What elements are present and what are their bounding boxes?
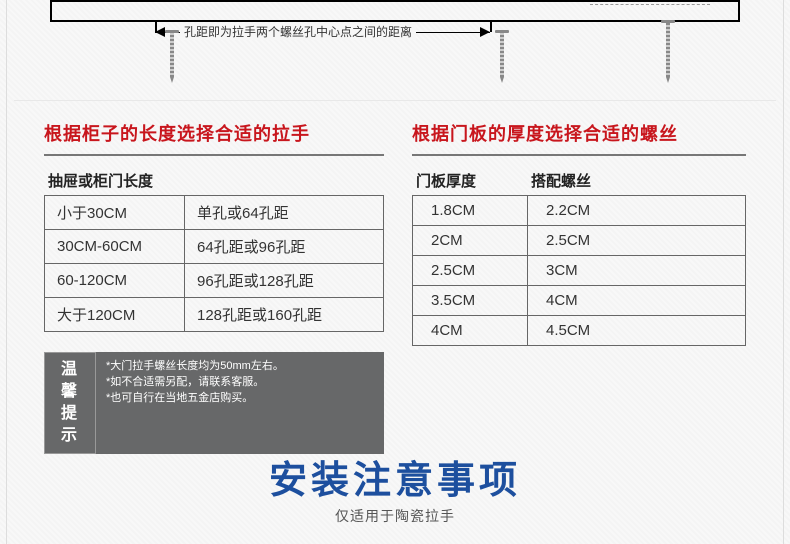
table-row: 4CM4.5CM (413, 316, 746, 346)
footer-main-title: 安装注意事项 (0, 449, 790, 504)
divider (14, 100, 776, 101)
table-row: 30CM-60CM64孔距或96孔距 (45, 230, 384, 264)
handle-length-table: 小于30CM单孔或64孔距 30CM-60CM64孔距或96孔距 60-120C… (44, 195, 384, 332)
screw-thickness-section: 根据门板的厚度选择合适的螺丝 门板厚度 搭配螺丝 1.8CM2.2CM 2CM2… (412, 120, 746, 454)
bracket-figure (580, 0, 720, 40)
table-header-screw: 门板厚度 搭配螺丝 (412, 170, 746, 191)
handle-length-section: 根据柜子的长度选择合适的拉手 抽屉或柜门长度 小于30CM单孔或64孔距 30C… (44, 120, 384, 454)
table-row: 3.5CM4CM (413, 286, 746, 316)
screw-icon (170, 30, 174, 85)
table-row: 2CM2.5CM (413, 226, 746, 256)
table-row: 2.5CM3CM (413, 256, 746, 286)
tip-text: *大门拉手螺丝长度均为50mm左右。 *如不合适需另配，请联系客服。 *也可自行… (96, 352, 384, 454)
tip-label: 温馨 提示 (44, 352, 96, 454)
hole-pitch-diagram: 孔距即为拉手两个螺丝孔中心点之间的距离 (20, 0, 770, 80)
table-row: 小于30CM单孔或64孔距 (45, 196, 384, 230)
tip-box: 温馨 提示 *大门拉手螺丝长度均为50mm左右。 *如不合适需另配，请联系客服。… (44, 352, 384, 454)
table-row: 1.8CM2.2CM (413, 196, 746, 226)
screw-thickness-table: 1.8CM2.2CM 2CM2.5CM 2.5CM3CM 3.5CM4CM 4C… (412, 195, 746, 346)
installation-notice-heading: 安装注意事项 仅适用于陶瓷拉手 (0, 449, 790, 526)
table-header-handle: 抽屉或柜门长度 (44, 170, 384, 191)
screw-icon (500, 30, 504, 85)
diagram-caption: 孔距即为拉手两个螺丝孔中心点之间的距离 (180, 23, 416, 40)
footer-subtitle: 仅适用于陶瓷拉手 (0, 506, 790, 526)
screw-icon (666, 20, 670, 75)
table-row: 60-120CM96孔距或128孔距 (45, 264, 384, 298)
section-title-screw: 根据门板的厚度选择合适的螺丝 (412, 120, 746, 156)
table-row: 大于120CM128孔距或160孔距 (45, 298, 384, 332)
section-title-handle: 根据柜子的长度选择合适的拉手 (44, 120, 384, 156)
